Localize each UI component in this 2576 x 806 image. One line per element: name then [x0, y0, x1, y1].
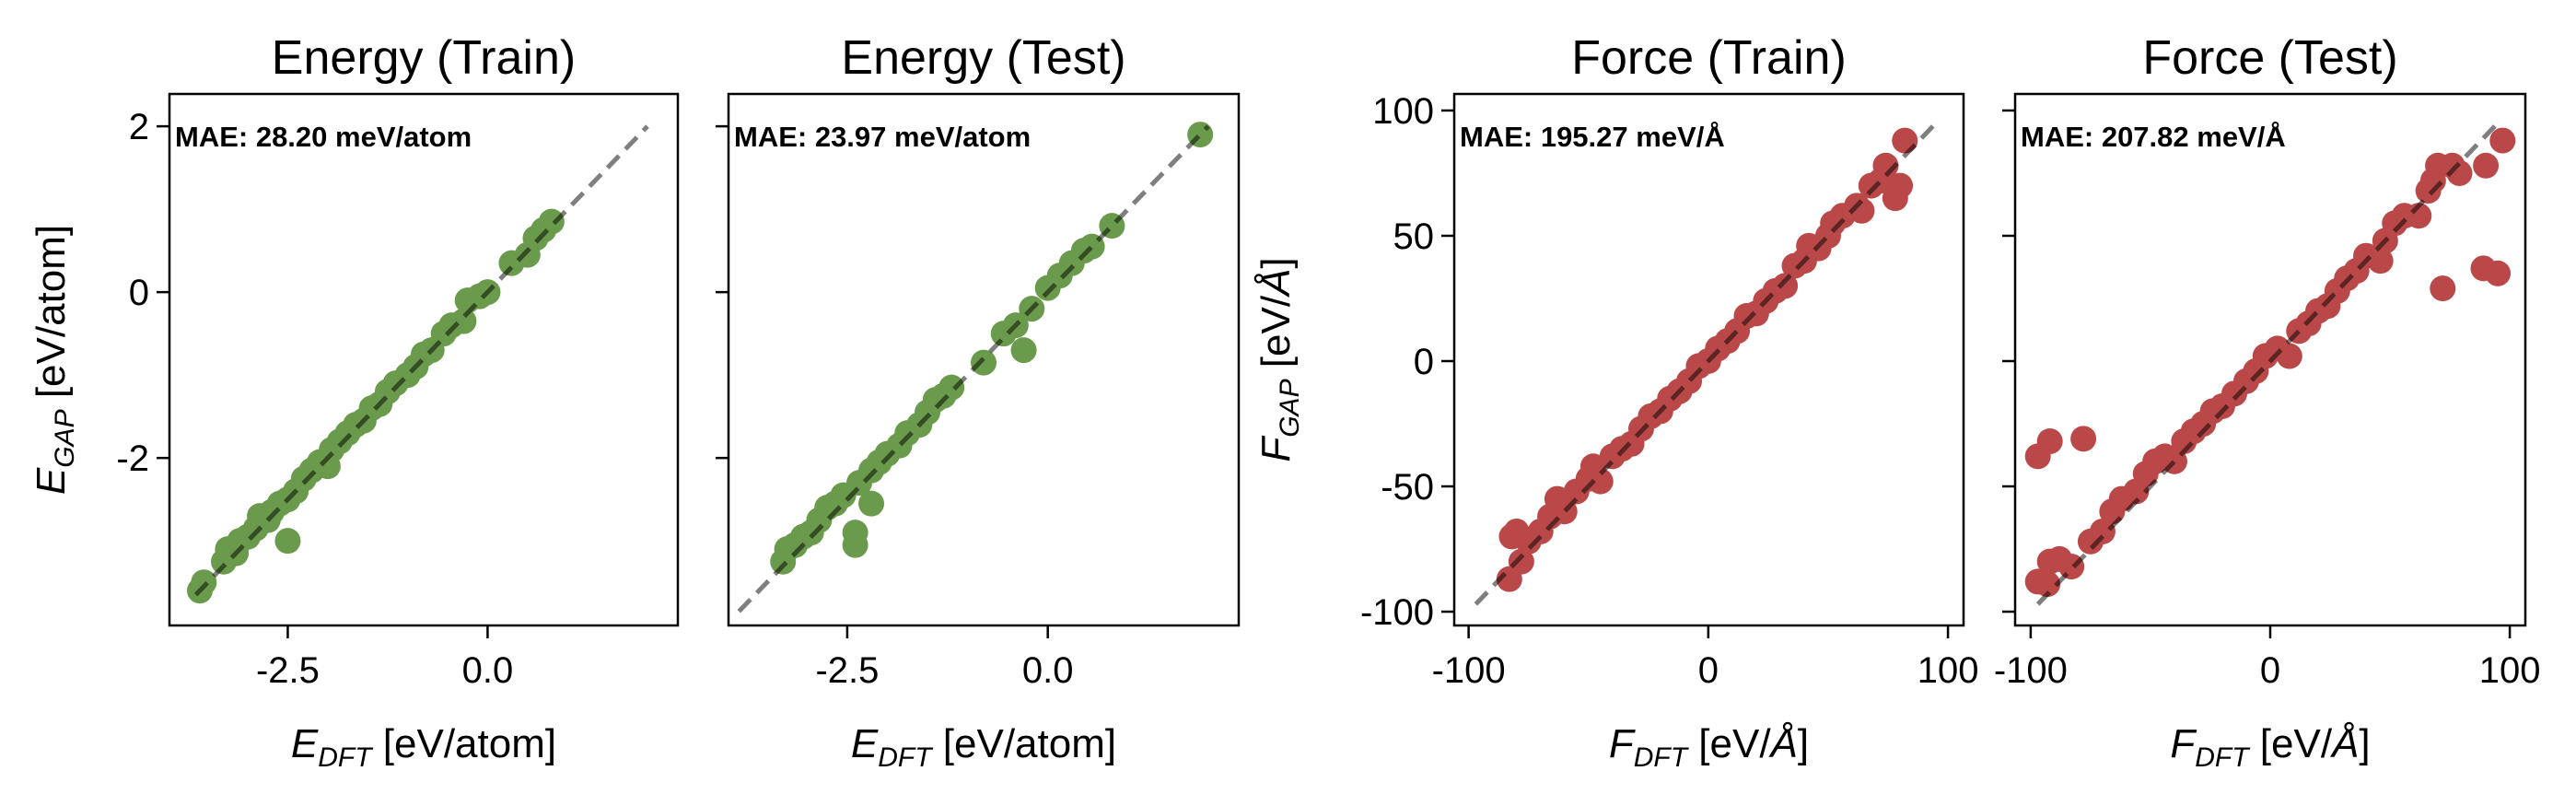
data-point	[538, 208, 565, 235]
y-tick-label: 0	[1414, 342, 1434, 382]
panel-energy-train: Energy (Train) MAE: 28.20 meV/atom EDFT …	[29, 31, 680, 773]
x-axis-label: EDFT [eV/atom]	[851, 721, 1116, 773]
panel-title: Force (Test)	[2142, 31, 2397, 85]
mae-annotation: MAE: 207.82 meV/Å	[2021, 121, 2286, 153]
y-tick-label: 2	[129, 107, 149, 147]
data-point	[450, 308, 477, 334]
data-point	[971, 349, 997, 376]
data-point	[842, 531, 868, 558]
reference-line-y-equals-x	[193, 124, 649, 597]
axes-frame	[168, 92, 680, 627]
panel-force-train: Force (Train) MAE: 195.27 meV/Å FDFT [eV…	[1253, 31, 1978, 773]
x-tick-label: 100	[2479, 650, 2541, 691]
axes-frame	[727, 92, 1241, 627]
data-point	[1587, 468, 1614, 495]
x-axis-label: EDFT [eV/atom]	[291, 721, 556, 773]
data-point	[1772, 273, 1799, 299]
y-tick-label: 0	[129, 273, 149, 313]
data-point	[1010, 337, 1037, 364]
data-point	[2036, 428, 2063, 455]
data-point	[2034, 571, 2061, 598]
data-point	[2489, 127, 2516, 154]
data-point	[938, 374, 965, 401]
data-point	[1892, 127, 1918, 154]
data-point	[191, 569, 217, 596]
x-tick-label: 0	[1698, 650, 1719, 691]
panel-title: Force (Train)	[1571, 31, 1847, 85]
x-tick-label: -2.5	[256, 650, 320, 691]
y-axis-label: FGAP [eV/Å]	[1253, 257, 1305, 461]
panel-energy-test: Energy (Test) MAE: 23.97 meV/atom EDFT […	[716, 31, 1241, 773]
panel-title: Energy (Train)	[272, 31, 576, 85]
x-tick-label: 0.0	[1022, 650, 1074, 691]
data-point	[2430, 275, 2456, 302]
y-tick-label: 100	[1372, 91, 1434, 132]
data-point	[2276, 343, 2302, 369]
y-tick-label: -50	[1381, 467, 1434, 508]
reference-line-y-equals-x	[2035, 121, 2500, 606]
mae-annotation: MAE: 195.27 meV/Å	[1460, 121, 1725, 153]
data-point	[2485, 260, 2512, 286]
data-point	[2070, 426, 2097, 452]
y-axis-label: EGAP [eV/atom]	[29, 225, 80, 495]
x-axis-label: FDFT [eV/Å]	[2170, 721, 2370, 773]
x-tick-label: 0.0	[462, 650, 514, 691]
mae-annotation: MAE: 28.20 meV/atom	[175, 121, 472, 153]
scatter-points	[2024, 127, 2516, 598]
reference-line-y-equals-x	[737, 124, 1210, 613]
data-point	[1508, 548, 1534, 575]
data-point	[1887, 172, 1914, 199]
x-tick-label: -2.5	[815, 650, 879, 691]
y-tick-label: -2	[116, 438, 149, 479]
data-point	[2089, 518, 2116, 544]
reference-line-y-equals-x	[1474, 121, 1938, 606]
x-tick-label: 0	[2260, 650, 2280, 691]
mae-annotation: MAE: 23.97 meV/atom	[734, 121, 1031, 153]
panel-force-test: Force (Test) MAE: 207.82 meV/Å FDFT [eV/…	[1994, 31, 2541, 773]
data-point	[274, 528, 301, 555]
x-axis-label: FDFT [eV/Å]	[1609, 721, 1809, 773]
y-tick-label: 50	[1393, 216, 1435, 257]
panel-title: Energy (Test)	[841, 31, 1125, 85]
x-tick-label: 100	[1917, 650, 1979, 691]
scatter-points	[186, 208, 565, 604]
x-tick-label: -100	[1432, 650, 1506, 691]
data-point	[858, 490, 885, 517]
data-point	[2367, 248, 2394, 275]
y-tick-label: -100	[1360, 592, 1434, 633]
data-point	[2473, 152, 2500, 179]
x-tick-label: -100	[1994, 650, 2068, 691]
